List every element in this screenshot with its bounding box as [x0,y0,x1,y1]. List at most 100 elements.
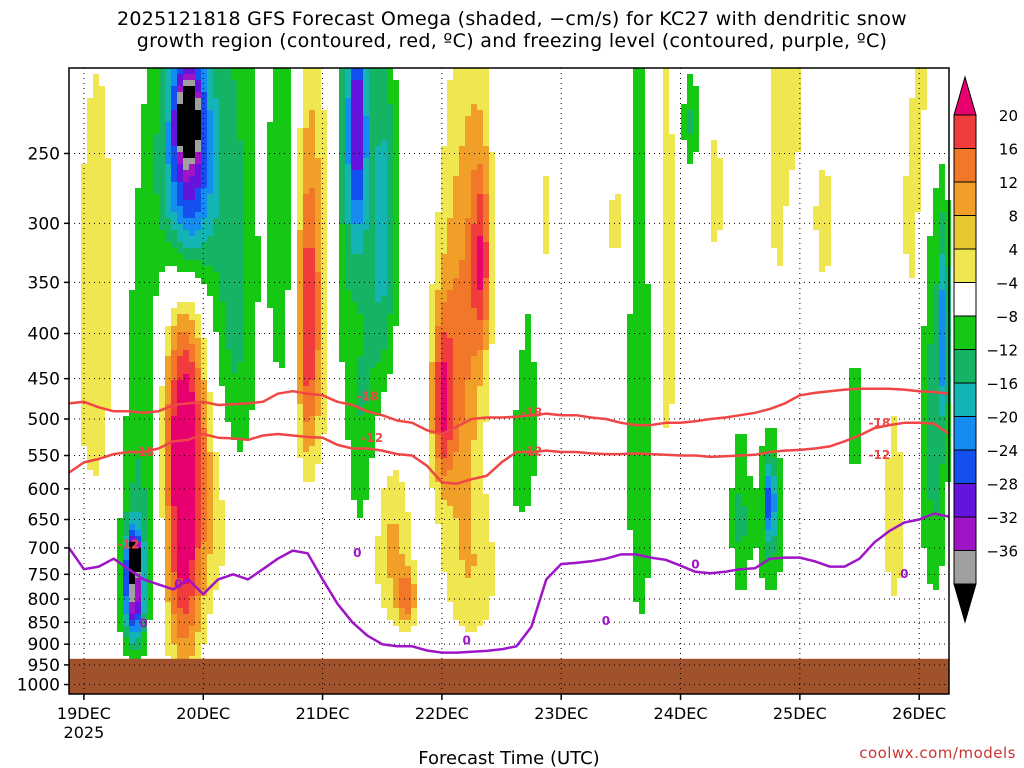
omega-cell [453,542,459,548]
omega-cell [177,308,183,314]
omega-cell [309,428,315,434]
omega-cell [189,224,195,230]
omega-cell [177,488,183,494]
omega-cell [87,374,93,380]
omega-cell [741,482,747,488]
omega-cell [543,182,549,188]
omega-cell [117,548,123,554]
omega-cell [273,140,279,146]
omega-cell [759,566,765,572]
omega-cell [351,392,357,398]
omega-cell [231,290,237,296]
omega-cell [273,320,279,326]
omega-cell [387,164,393,170]
omega-cell [285,248,291,254]
omega-cell [225,308,231,314]
omega-cell [351,176,357,182]
omega-cell [279,266,285,272]
omega-cell [123,446,129,452]
omega-cell [441,368,447,374]
omega-cell [129,338,135,344]
omega-cell [195,212,201,218]
omega-cell [471,404,477,410]
omega-cell [459,242,465,248]
omega-cell [171,68,177,74]
omega-cell [483,542,489,548]
omega-cell [219,248,225,254]
omega-cell [147,68,153,74]
omega-cell [117,524,123,530]
omega-cell [477,398,483,404]
omega-cell [387,572,393,578]
omega-cell [825,242,831,248]
omega-cell [483,308,489,314]
omega-cell [633,542,639,548]
omega-cell [219,374,225,380]
omega-cell [393,170,399,176]
omega-cell [177,230,183,236]
omega-cell [135,272,141,278]
omega-cell [393,110,399,116]
omega-cell [201,458,207,464]
omega-cell [387,482,393,488]
omega-cell [399,530,405,536]
omega-cell [477,290,483,296]
omega-cell [447,278,453,284]
omega-cell [471,170,477,176]
omega-cell [351,200,357,206]
omega-cell [639,80,645,86]
omega-cell [351,362,357,368]
omega-cell [231,158,237,164]
omega-cell [405,524,411,530]
omega-cell [303,398,309,404]
omega-cell [165,212,171,218]
omega-cell [363,254,369,260]
omega-cell [669,230,675,236]
omega-cell [297,248,303,254]
omega-cell [441,206,447,212]
omega-cell [477,500,483,506]
omega-cell [483,332,489,338]
omega-cell [441,338,447,344]
omega-cell [207,188,213,194]
omega-cell [99,386,105,392]
omega-cell [897,512,903,518]
omega-cell [489,206,495,212]
omega-cell [369,422,375,428]
omega-cell [447,410,453,416]
omega-cell [519,464,525,470]
omega-cell [309,230,315,236]
omega-cell [471,188,477,194]
omega-cell [165,470,171,476]
omega-cell [351,98,357,104]
omega-cell [633,236,639,242]
omega-cell [165,464,171,470]
omega-cell [141,134,147,140]
omega-cell [99,422,105,428]
omega-cell [303,254,309,260]
omega-cell [273,284,279,290]
omega-cell [471,380,477,386]
omega-cell [321,176,327,182]
omega-cell [363,170,369,176]
omega-cell [189,260,195,266]
omega-cell [633,86,639,92]
omega-cell [639,464,645,470]
omega-cell [465,542,471,548]
omega-cell [249,272,255,278]
omega-cell [471,554,477,560]
omega-cell [279,218,285,224]
omega-cell [453,170,459,176]
omega-cell [147,374,153,380]
omega-cell [771,170,777,176]
omega-cell [471,266,477,272]
omega-cell [795,128,801,134]
omega-cell [351,158,357,164]
omega-cell [627,476,633,482]
omega-cell [273,86,279,92]
omega-cell [465,248,471,254]
omega-cell [669,218,675,224]
omega-cell [135,608,141,614]
omega-cell [459,134,465,140]
omega-cell [363,236,369,242]
